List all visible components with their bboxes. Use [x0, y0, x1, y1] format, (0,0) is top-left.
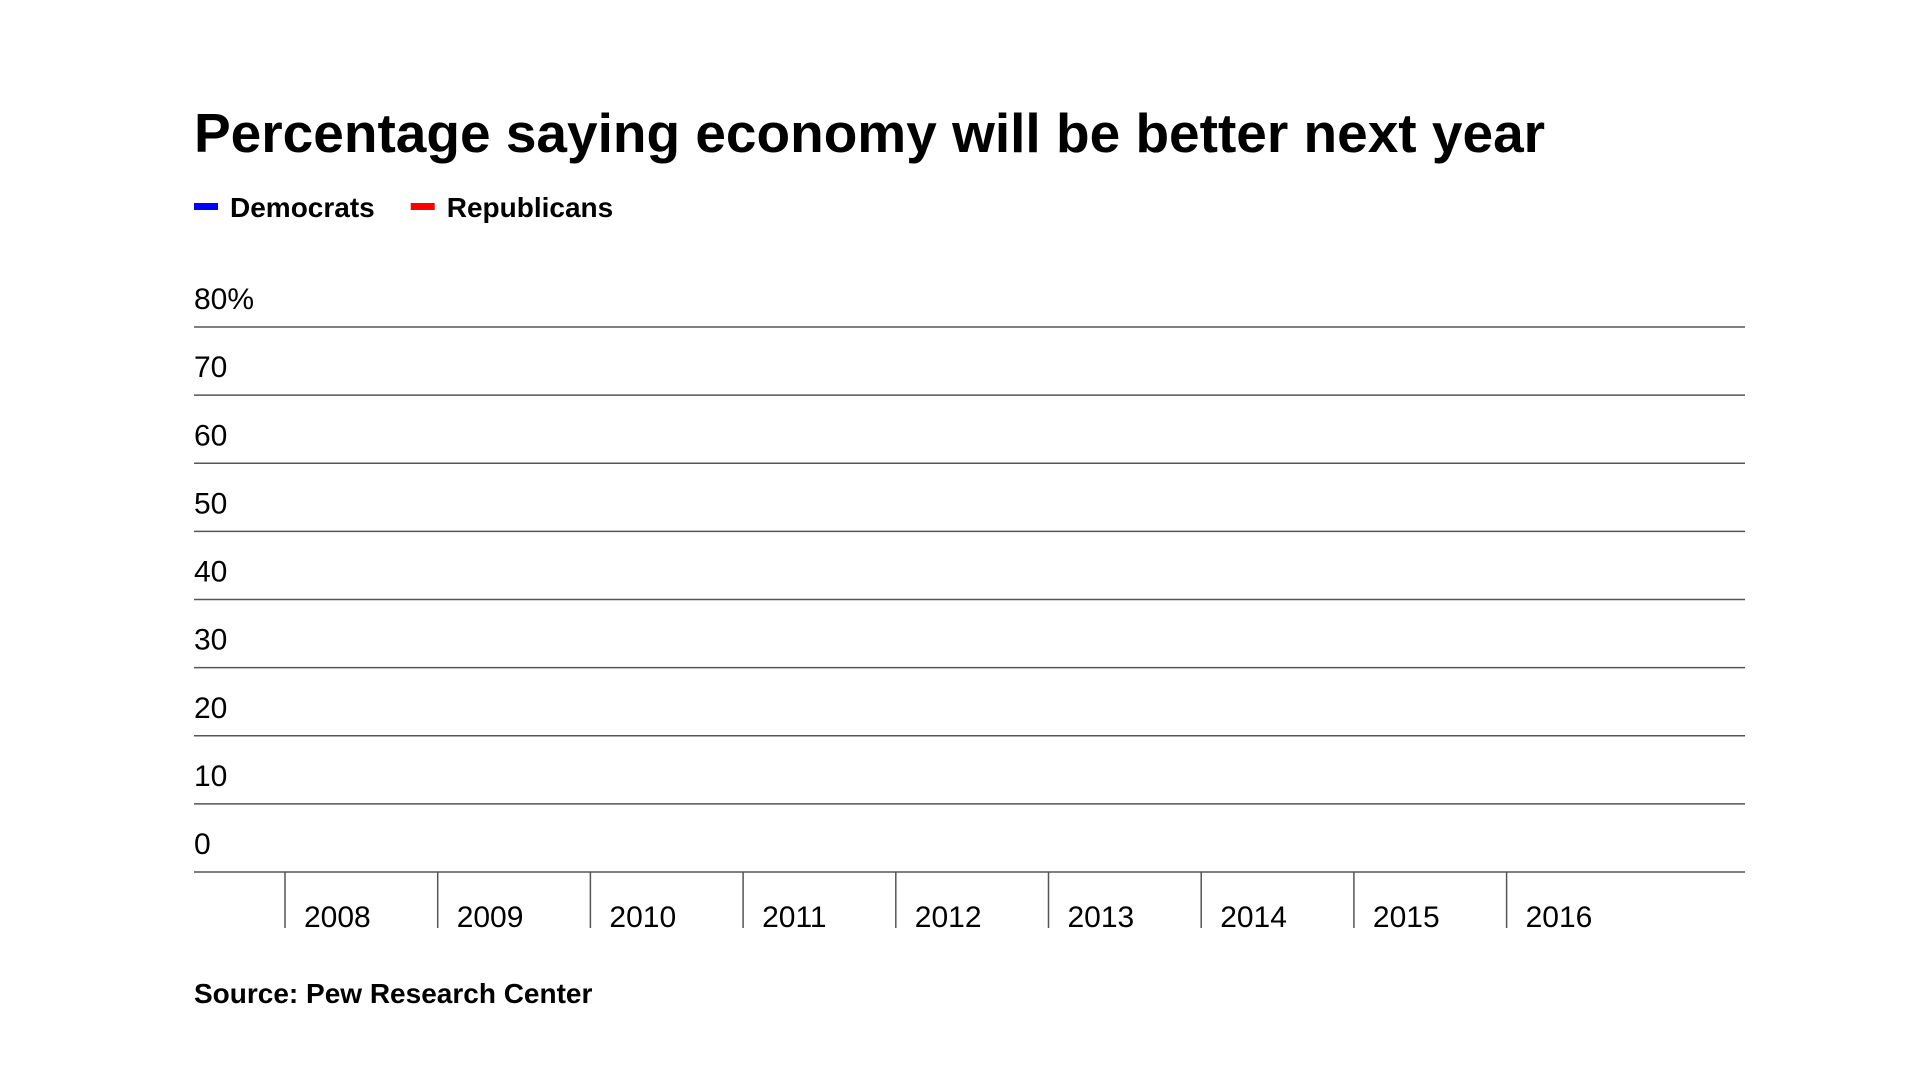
- x-tick-label: 2008: [304, 901, 371, 934]
- source-note: Source: Pew Research Center: [194, 978, 592, 1009]
- x-tick-label: 2013: [1068, 901, 1135, 934]
- x-tick-label: 2015: [1373, 901, 1440, 934]
- x-tick-label: 2012: [915, 901, 982, 934]
- x-tick-label: 2009: [457, 901, 524, 934]
- legend-label: Democrats: [230, 192, 375, 223]
- legend-label: Republicans: [447, 192, 613, 223]
- y-tick-label: 60: [194, 419, 227, 452]
- x-tick-label: 2014: [1220, 901, 1287, 934]
- x-tick-label: 2016: [1526, 901, 1593, 934]
- y-tick-label: 70: [194, 351, 227, 384]
- y-tick-label: 30: [194, 624, 227, 657]
- x-tick-label: 2011: [762, 901, 827, 934]
- y-tick-label: 20: [194, 692, 227, 725]
- y-tick-label: 0: [194, 828, 211, 861]
- legend-swatch: [410, 203, 435, 210]
- legend-swatch: [194, 203, 218, 210]
- y-tick-label: 40: [194, 556, 227, 589]
- x-tick-label: 2010: [609, 901, 676, 934]
- y-tick-label: 10: [194, 760, 227, 793]
- y-tick-label: 80%: [194, 283, 254, 316]
- y-tick-label: 50: [194, 487, 227, 520]
- chart-title: Percentage saying economy will be better…: [194, 102, 1545, 164]
